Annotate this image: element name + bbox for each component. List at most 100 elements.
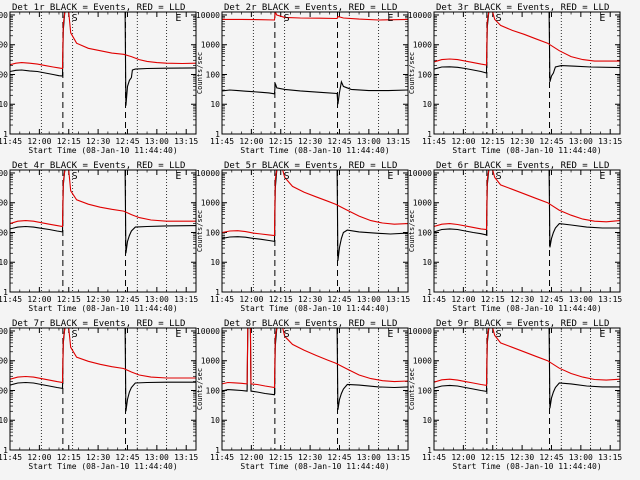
y-tick-label: 1000 [0,357,8,366]
x-tick-label: 12:30 [510,295,534,304]
y-tick-label: 1 [3,130,8,139]
y-tick-label: 10000 [0,327,8,336]
x-tick-label: 12:15 [57,453,81,462]
x-tick-label: 13:00 [569,295,593,304]
plot-frame [221,11,409,135]
x-tick-label: 11:45 [0,453,22,462]
x-tick-label: 12:45 [327,453,351,462]
y-tick-label: 1000 [413,199,432,208]
y-tick-label: 1000 [413,41,432,50]
x-axis-label: Start Time (08-Jan-10 11:44:40) [452,304,601,313]
panel-title: Det 2r BLACK = Events, RED = LLD [224,3,397,13]
panel-title: Det 8r BLACK = Events, RED = LLD [224,319,397,329]
x-tick-label: 13:15 [386,295,410,304]
y-tick-label: 10 [210,258,220,267]
y-tick-label: 10000 [196,169,220,178]
marker-e: E [175,13,181,24]
x-tick-label: 12:30 [298,137,322,146]
y-tick-label: 1000 [201,41,220,50]
x-tick-label: 12:30 [86,453,110,462]
marker-s: S [284,171,290,182]
series-line-events [10,170,196,254]
plot-frame [433,327,621,451]
y-tick-label: 100 [0,70,8,79]
y-tick-label: 1 [3,446,8,455]
x-tick-label: 12:30 [86,137,110,146]
y-tick-label: 1 [215,130,220,139]
x-tick-label: 13:00 [357,295,381,304]
y-tick-label: 100 [0,228,8,237]
x-tick-label: 13:15 [386,453,410,462]
x-tick-label: 13:15 [174,295,198,304]
y-tick-label: 10 [422,258,432,267]
marker-e: E [387,171,393,182]
x-tick-label: 12:45 [539,137,563,146]
y-tick-label: 10 [210,100,220,109]
y-tick-label: 10 [0,258,8,267]
marker-e: E [599,171,605,182]
marker-s: S [496,171,502,182]
y-axis-label: Counts/sec [408,52,416,94]
x-tick-label: 12:45 [327,295,351,304]
series-line-events [222,328,408,410]
x-axis-label: Start Time (08-Jan-10 11:44:40) [28,146,177,155]
y-tick-label: 10000 [408,11,432,20]
x-tick-label: 11:45 [0,295,22,304]
x-tick-label: 13:00 [357,137,381,146]
x-tick-label: 13:15 [598,453,622,462]
series-line-lld [434,328,620,387]
panel-title: Det 9r BLACK = Events, RED = LLD [436,319,609,329]
y-tick-label: 100 [418,70,433,79]
y-axis-label: Counts/sec [196,52,204,94]
series-line-lld [222,328,408,389]
x-tick-label: 12:15 [269,295,293,304]
x-tick-label: 12:00 [451,137,475,146]
series-line-lld [10,12,196,70]
x-tick-label: 13:00 [569,137,593,146]
series-line-events [222,170,408,261]
y-tick-label: 1 [427,446,432,455]
plot-frame [9,169,197,293]
x-tick-label: 12:30 [298,453,322,462]
x-tick-label: 12:00 [27,295,51,304]
y-tick-label: 10 [0,416,8,425]
y-tick-label: 1000 [201,199,220,208]
series-line-lld [222,12,408,21]
panel-det-4: Det 4r BLACK = Events, RED = LLD 1 10 100 10… [0,161,198,313]
x-axis-label: Start Time (08-Jan-10 11:44:40) [452,462,601,471]
y-tick-label: 10000 [408,327,432,336]
x-tick-label: 12:00 [239,295,263,304]
y-tick-label: 1 [3,288,8,297]
x-tick-label: 12:00 [27,453,51,462]
y-tick-label: 10 [422,416,432,425]
marker-s: S [284,329,290,340]
x-tick-label: 11:45 [422,137,446,146]
x-tick-label: 13:00 [145,453,169,462]
y-tick-label: 10000 [196,327,220,336]
panel-det-3: Det 3r BLACK = Events, RED = LLD 1 10 100 10… [408,3,623,155]
panel-title: Det 3r BLACK = Events, RED = LLD [436,3,609,13]
marker-s: S [496,13,502,24]
series-line-events [434,12,620,83]
x-tick-label: 12:45 [115,137,139,146]
x-tick-label: 12:00 [27,137,51,146]
x-tick-label: 11:45 [210,137,234,146]
x-tick-label: 13:00 [145,137,169,146]
x-axis-label: Start Time (08-Jan-10 11:44:40) [240,146,389,155]
x-axis-label: Start Time (08-Jan-10 11:44:40) [28,304,177,313]
y-tick-label: 1000 [413,357,432,366]
series-line-lld [434,12,620,66]
x-tick-label: 12:45 [115,295,139,304]
x-tick-label: 12:15 [57,137,81,146]
panel-det-6: Det 6r BLACK = Events, RED = LLD 1 10 100 10… [408,161,623,313]
x-tick-label: 12:00 [239,453,263,462]
x-tick-label: 12:15 [481,137,505,146]
x-tick-label: 13:15 [598,137,622,146]
plot-frame [9,11,197,135]
panel-det-7: Det 7r BLACK = Events, RED = LLD 1 10 100 10… [0,319,198,471]
y-tick-label: 10 [0,100,8,109]
x-tick-label: 12:15 [269,453,293,462]
marker-e: E [387,13,393,24]
y-axis-label: Counts/sec [196,368,204,410]
x-tick-label: 13:15 [174,453,198,462]
